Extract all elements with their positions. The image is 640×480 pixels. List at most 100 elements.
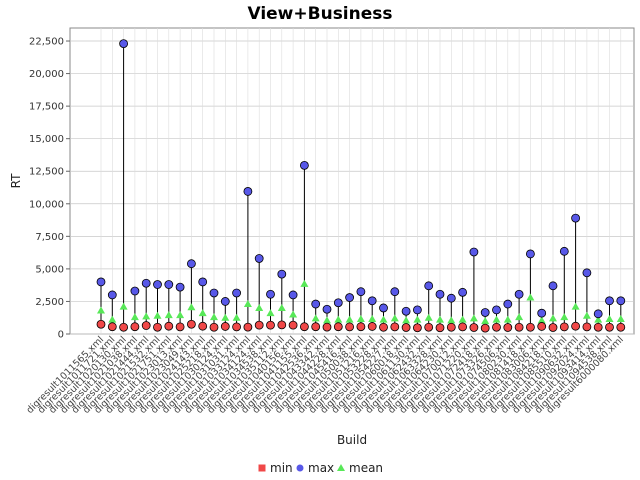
mean-point	[515, 313, 524, 321]
max-point	[322, 304, 332, 314]
max-point	[345, 293, 355, 302]
legend-mean-swatch	[337, 464, 345, 471]
mean-point	[164, 311, 173, 319]
mean-point	[311, 314, 320, 322]
max-point	[141, 278, 151, 288]
mean-point	[549, 314, 557, 322]
legend-min-label: min	[270, 461, 293, 475]
min-point	[401, 323, 411, 332]
mean-point	[323, 316, 331, 324]
max-point	[526, 249, 535, 259]
max-point	[311, 299, 321, 309]
y-axis-ticks: 0 2,500 5,000 7,500 10,000 12,500 15,000 17,500…	[29, 37, 70, 341]
mean-point	[130, 313, 139, 321]
max-point	[480, 308, 490, 317]
min-point	[277, 320, 287, 330]
mean-point	[289, 310, 298, 318]
max-point	[220, 297, 230, 306]
min-point	[333, 322, 343, 332]
mean-point	[300, 279, 309, 287]
max-point	[209, 288, 219, 298]
mean-point	[153, 311, 162, 319]
min-point	[311, 322, 321, 332]
max-point	[356, 287, 366, 297]
mean-point	[605, 315, 614, 323]
max-point	[401, 306, 411, 316]
min-point	[164, 321, 174, 331]
min-point	[299, 322, 309, 332]
y-tick-label: 2,500	[35, 297, 64, 308]
min-point	[345, 322, 355, 332]
mean-point	[560, 313, 569, 321]
max-point	[299, 160, 309, 170]
mean-point	[119, 302, 128, 310]
max-point	[198, 277, 208, 287]
max-point	[96, 277, 106, 287]
mean-point	[277, 303, 286, 311]
min-point	[435, 323, 445, 333]
max-point	[616, 296, 626, 306]
x-axis-tick-labels: digresult1011565.xmldigresult1011721.xml…	[25, 334, 626, 416]
mean-point	[176, 311, 185, 319]
min-point	[153, 322, 162, 332]
min-point	[446, 322, 456, 332]
min-point	[379, 322, 388, 332]
chart-title: View+Business	[247, 4, 392, 24]
max-point	[424, 281, 434, 291]
mean-point	[210, 313, 218, 321]
max-point	[164, 280, 174, 289]
min-point	[458, 322, 468, 332]
min-point	[288, 320, 298, 330]
max-point	[379, 303, 388, 313]
min-point	[571, 321, 580, 331]
mean-point	[142, 312, 151, 320]
mean-point	[424, 313, 433, 321]
min-point	[198, 321, 208, 331]
mean-point	[469, 314, 478, 322]
min-point	[605, 322, 614, 332]
min-point	[480, 323, 490, 333]
min-point	[96, 319, 106, 329]
series-points	[96, 39, 626, 333]
min-point	[356, 322, 366, 332]
mean-point	[390, 314, 399, 322]
min-point	[559, 322, 569, 332]
mean-point	[198, 309, 207, 317]
mean-point	[379, 315, 388, 323]
max-point	[605, 296, 614, 306]
max-point	[571, 213, 580, 223]
mean-point	[221, 313, 230, 321]
mean-point	[436, 315, 444, 323]
min-point	[412, 323, 422, 333]
y-tick-label: 17,500	[29, 102, 64, 113]
min-point	[322, 322, 332, 332]
min-point	[390, 322, 400, 332]
mean-point	[616, 315, 625, 323]
y-tick-label: 5,000	[35, 264, 64, 275]
max-point	[119, 39, 128, 49]
legend-min-swatch	[258, 464, 266, 472]
max-point	[537, 308, 547, 318]
mean-point	[582, 311, 591, 319]
min-point	[593, 322, 603, 332]
mean-point	[537, 316, 546, 324]
min-point	[537, 322, 547, 331]
mean-point	[526, 293, 535, 301]
mean-point	[447, 316, 456, 324]
max-point	[367, 296, 377, 306]
min-point	[266, 320, 275, 330]
max-point	[232, 288, 242, 298]
mean-point	[413, 315, 422, 323]
min-point	[254, 320, 264, 330]
min-point	[616, 322, 626, 332]
grid-lines	[70, 28, 634, 335]
min-point	[503, 323, 513, 332]
min-point	[119, 322, 128, 332]
max-point	[548, 281, 558, 291]
mean-point	[243, 300, 252, 308]
mean-point	[402, 316, 411, 324]
min-point	[186, 319, 196, 329]
max-point	[266, 289, 275, 299]
y-tick-label: 7,500	[35, 232, 64, 243]
